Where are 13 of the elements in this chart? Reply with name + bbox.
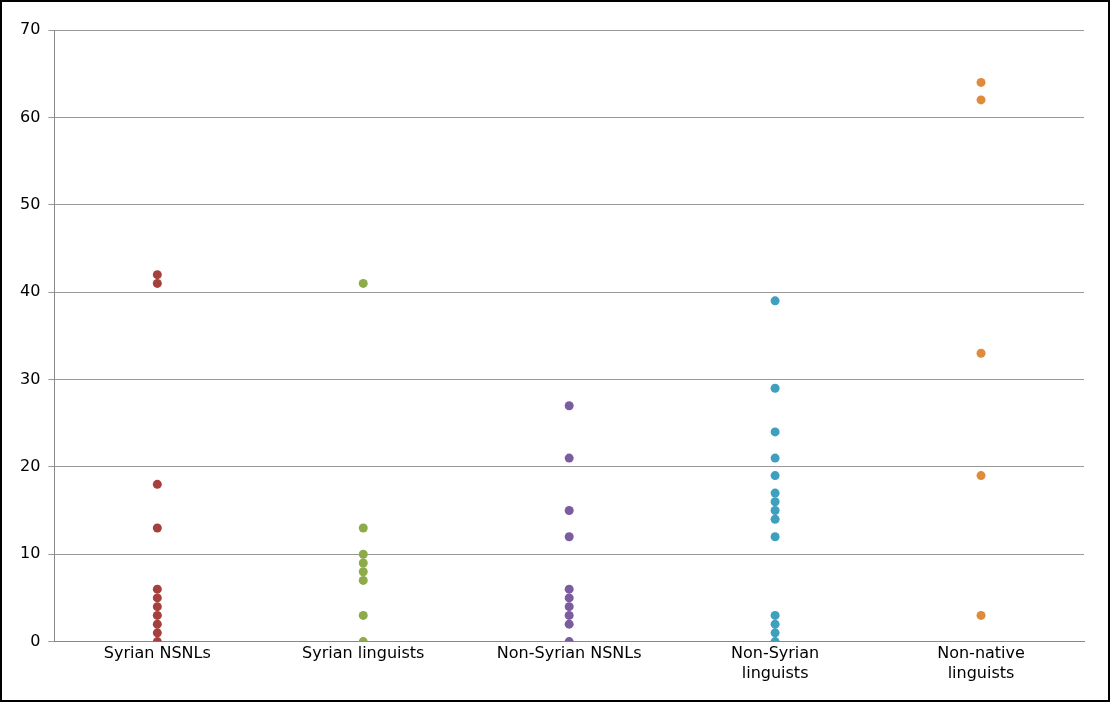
y-tick-label: 60: [20, 106, 41, 126]
x-tick-label: Syrian NSNLs: [103, 643, 211, 663]
x-tick-label: Non-Syrian linguists: [730, 643, 820, 682]
x-tick-label: Syrian linguists: [302, 643, 425, 663]
y-tick-label: 50: [20, 193, 41, 213]
y-tick-label: 10: [20, 543, 41, 563]
y-tick-label: 70: [20, 19, 41, 39]
y-tick-label: 30: [20, 368, 41, 388]
y-tick-label: 20: [20, 456, 41, 476]
y-tick-label: 40: [20, 281, 41, 301]
x-tick-label: Non-native linguists: [937, 643, 1025, 682]
x-tick-label: Non-Syrian NSNLs: [496, 643, 642, 663]
y-tick-label: 0: [30, 630, 41, 650]
